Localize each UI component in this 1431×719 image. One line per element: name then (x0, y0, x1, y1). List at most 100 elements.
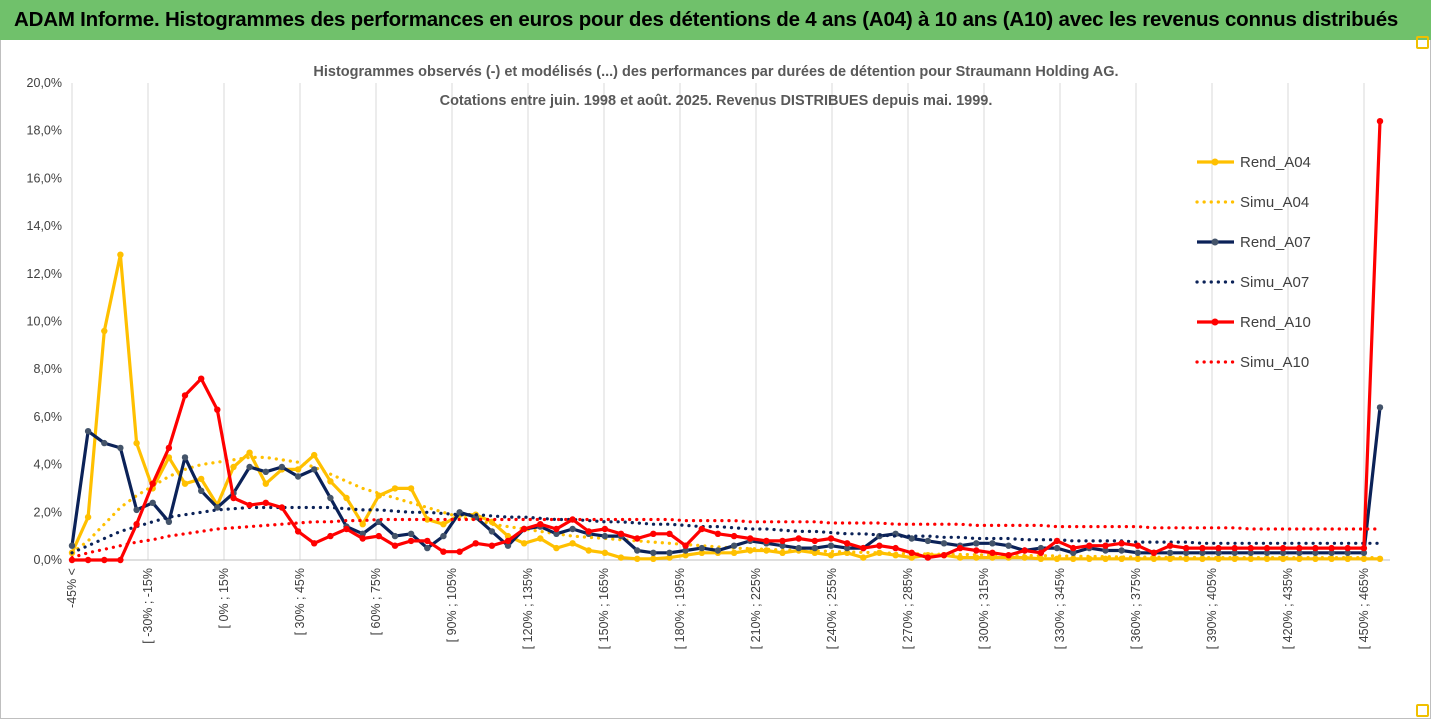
data-point (359, 535, 366, 542)
x-tick-label: [ 330% ; 345% (1053, 568, 1067, 649)
data-point (407, 537, 415, 545)
data-point (133, 521, 140, 528)
data-point (811, 549, 818, 556)
data-point (1279, 544, 1287, 552)
series-line-rend-a07 (70, 407, 1382, 555)
data-point (1263, 544, 1271, 552)
data-point (181, 454, 189, 461)
data-point (343, 525, 350, 533)
data-point (1312, 549, 1319, 556)
data-point (504, 537, 512, 545)
data-point (165, 518, 173, 525)
x-tick-label: [ 240% ; 255% (825, 568, 839, 649)
y-axis-ticks: 0,0% 2,0% 4,0% 6,0% 8,0% 10,0% 12,0% 14,0% 16,0%… (27, 76, 62, 567)
data-point (181, 480, 189, 487)
data-point (795, 535, 802, 542)
data-point (343, 494, 350, 502)
data-point (1231, 549, 1238, 556)
data-point (133, 439, 140, 447)
data-point (940, 552, 948, 559)
data-point (601, 549, 609, 556)
data-point (1166, 542, 1174, 549)
data-point (973, 540, 980, 547)
data-point (1102, 542, 1109, 549)
data-point (1247, 544, 1255, 552)
data-point (1134, 542, 1142, 549)
data-point (294, 466, 302, 473)
data-point (101, 439, 108, 447)
data-point (278, 463, 286, 471)
data-point (940, 540, 948, 547)
data-point (1183, 544, 1190, 552)
data-point (84, 556, 92, 564)
series-line-simu-a07 (70, 505, 1382, 555)
data-point (1296, 549, 1303, 556)
data-point (214, 406, 221, 413)
series-line-rend-a10 (72, 121, 1382, 562)
data-point (1344, 544, 1351, 552)
x-tick-label: [ 90% ; 105% (445, 568, 459, 642)
data-point (407, 485, 415, 492)
data-point (714, 530, 722, 537)
series-layer (68, 118, 1384, 564)
data-point (198, 475, 205, 483)
data-point (149, 499, 156, 506)
data-point (1215, 544, 1222, 552)
data-point (1263, 549, 1271, 556)
chart-title: Histogrammes observés (-) et modélisés (… (313, 64, 1118, 80)
data-point (1231, 544, 1238, 552)
data-point (1150, 549, 1158, 556)
data-point (504, 542, 512, 549)
data-point (520, 540, 528, 547)
legend-label: Simu_A10 (1240, 354, 1309, 371)
y-tick-label: 8,0% (34, 362, 63, 376)
data-point (1296, 544, 1303, 552)
data-point (553, 530, 560, 537)
data-point (714, 547, 722, 554)
data-point (730, 542, 738, 549)
data-point (553, 544, 560, 552)
data-point (1166, 549, 1174, 556)
data-point (892, 544, 899, 552)
data-point (198, 487, 205, 494)
legend-label: Rend_A07 (1240, 234, 1311, 251)
data-point (860, 544, 867, 552)
series-line-simu-a10 (70, 517, 1382, 560)
data-point (795, 544, 802, 552)
y-tick-label: 18,0% (27, 124, 62, 138)
data-point (650, 555, 657, 562)
legend-label: Rend_A10 (1240, 314, 1311, 331)
y-tick-label: 16,0% (27, 171, 62, 185)
data-point (1247, 549, 1255, 556)
data-point (666, 554, 673, 561)
data-point (698, 549, 705, 556)
data-point (391, 542, 399, 549)
data-point (488, 542, 496, 549)
data-point (811, 537, 818, 545)
y-tick-label: 0,0% (34, 553, 63, 567)
data-point (407, 530, 415, 537)
data-point (1037, 555, 1045, 562)
data-point (682, 547, 689, 554)
data-point (198, 375, 205, 382)
y-tick-label: 6,0% (34, 410, 63, 424)
data-point (585, 528, 592, 535)
resize-handle-bottom-right[interactable] (1416, 704, 1429, 717)
data-point (311, 540, 318, 547)
data-point (359, 530, 366, 537)
data-point (634, 555, 641, 562)
data-point (989, 540, 996, 547)
data-point (537, 535, 544, 542)
series-line-rend-a04 (70, 253, 1380, 561)
y-tick-label: 14,0% (27, 219, 62, 233)
resize-handle-top-right[interactable] (1416, 36, 1429, 49)
data-point (520, 525, 528, 533)
data-point (763, 537, 770, 545)
data-point (246, 463, 253, 471)
x-tick-label: [ 390% ; 405% (1205, 568, 1219, 649)
data-point (989, 554, 996, 561)
data-point (246, 449, 253, 456)
legend: Rend_A04 Simu_A04 Rend_A07 Simu_A07 Rend_A10… (1195, 154, 1311, 371)
x-axis-ticks: -45% < [ -30% ; -15% [ 0% ; 15% [ 30% ; 45%… (65, 568, 1371, 649)
